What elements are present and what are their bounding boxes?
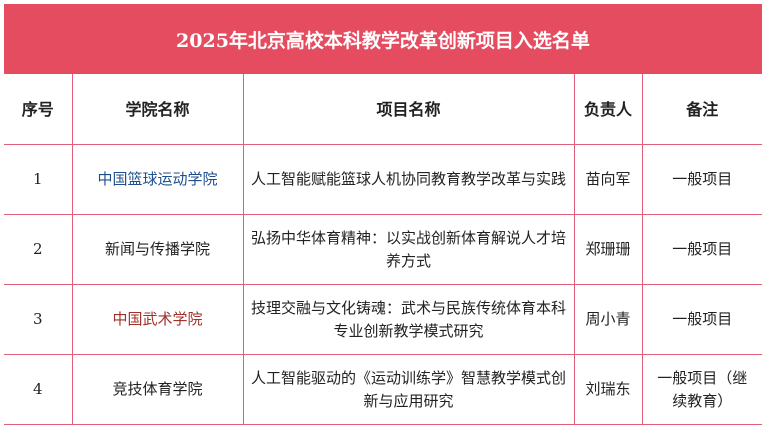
table-row: 2 新闻与传播学院 弘扬中华体育精神：以实战创新体育解说人才培养方式 郑珊珊 一… <box>4 214 762 285</box>
cell-no: 2 <box>4 214 73 285</box>
cell-note: 一般项目 <box>641 144 762 215</box>
header-note: 备注 <box>641 74 762 145</box>
header-no: 序号 <box>4 74 73 145</box>
table-row: 1 中国篮球运动学院 人工智能赋能篮球人机协同教育教学改革与实践 苗向军 一般项… <box>4 144 762 215</box>
cell-no: 4 <box>4 354 73 425</box>
header-row: 序号 学院名称 项目名称 负责人 备注 <box>4 74 762 145</box>
cell-no: 3 <box>4 284 73 355</box>
cell-project: 人工智能赋能篮球人机协同教育教学改革与实践 <box>242 144 575 215</box>
project-table: 序号 学院名称 项目名称 负责人 备注 1 中国篮球运动学院 人工智能赋能篮球人… <box>4 74 762 425</box>
cell-note: 一般项目 <box>641 214 762 285</box>
cell-no: 1 <box>4 144 73 215</box>
cell-project: 人工智能驱动的《运动训练学》智慧教学模式创新与应用研究 <box>242 354 575 425</box>
cell-college: 中国武术学院 <box>71 284 244 355</box>
cell-note: 一般项目 <box>641 284 762 355</box>
cell-college: 新闻与传播学院 <box>71 214 244 285</box>
header-leader: 负责人 <box>573 74 643 145</box>
header-project: 项目名称 <box>242 74 575 145</box>
cell-leader: 苗向军 <box>573 144 643 215</box>
cell-leader: 周小青 <box>573 284 643 355</box>
cell-leader: 郑珊珊 <box>573 214 643 285</box>
cell-college: 中国篮球运动学院 <box>71 144 244 215</box>
table-row: 3 中国武术学院 技理交融与文化铸魂：武术与民族传统体育本科专业创新教学模式研究… <box>4 284 762 355</box>
table-title: 2025年北京高校本科教学改革创新项目入选名单 <box>4 4 762 74</box>
cell-leader: 刘瑞东 <box>573 354 643 425</box>
cell-project: 技理交融与文化铸魂：武术与民族传统体育本科专业创新教学模式研究 <box>242 284 575 355</box>
cell-project: 弘扬中华体育精神：以实战创新体育解说人才培养方式 <box>242 214 575 285</box>
header-college: 学院名称 <box>71 74 244 145</box>
table-row: 4 竞技体育学院 人工智能驱动的《运动训练学》智慧教学模式创新与应用研究 刘瑞东… <box>4 354 762 425</box>
cell-college: 竞技体育学院 <box>71 354 244 425</box>
cell-note: 一般项目（继续教育） <box>641 354 762 425</box>
